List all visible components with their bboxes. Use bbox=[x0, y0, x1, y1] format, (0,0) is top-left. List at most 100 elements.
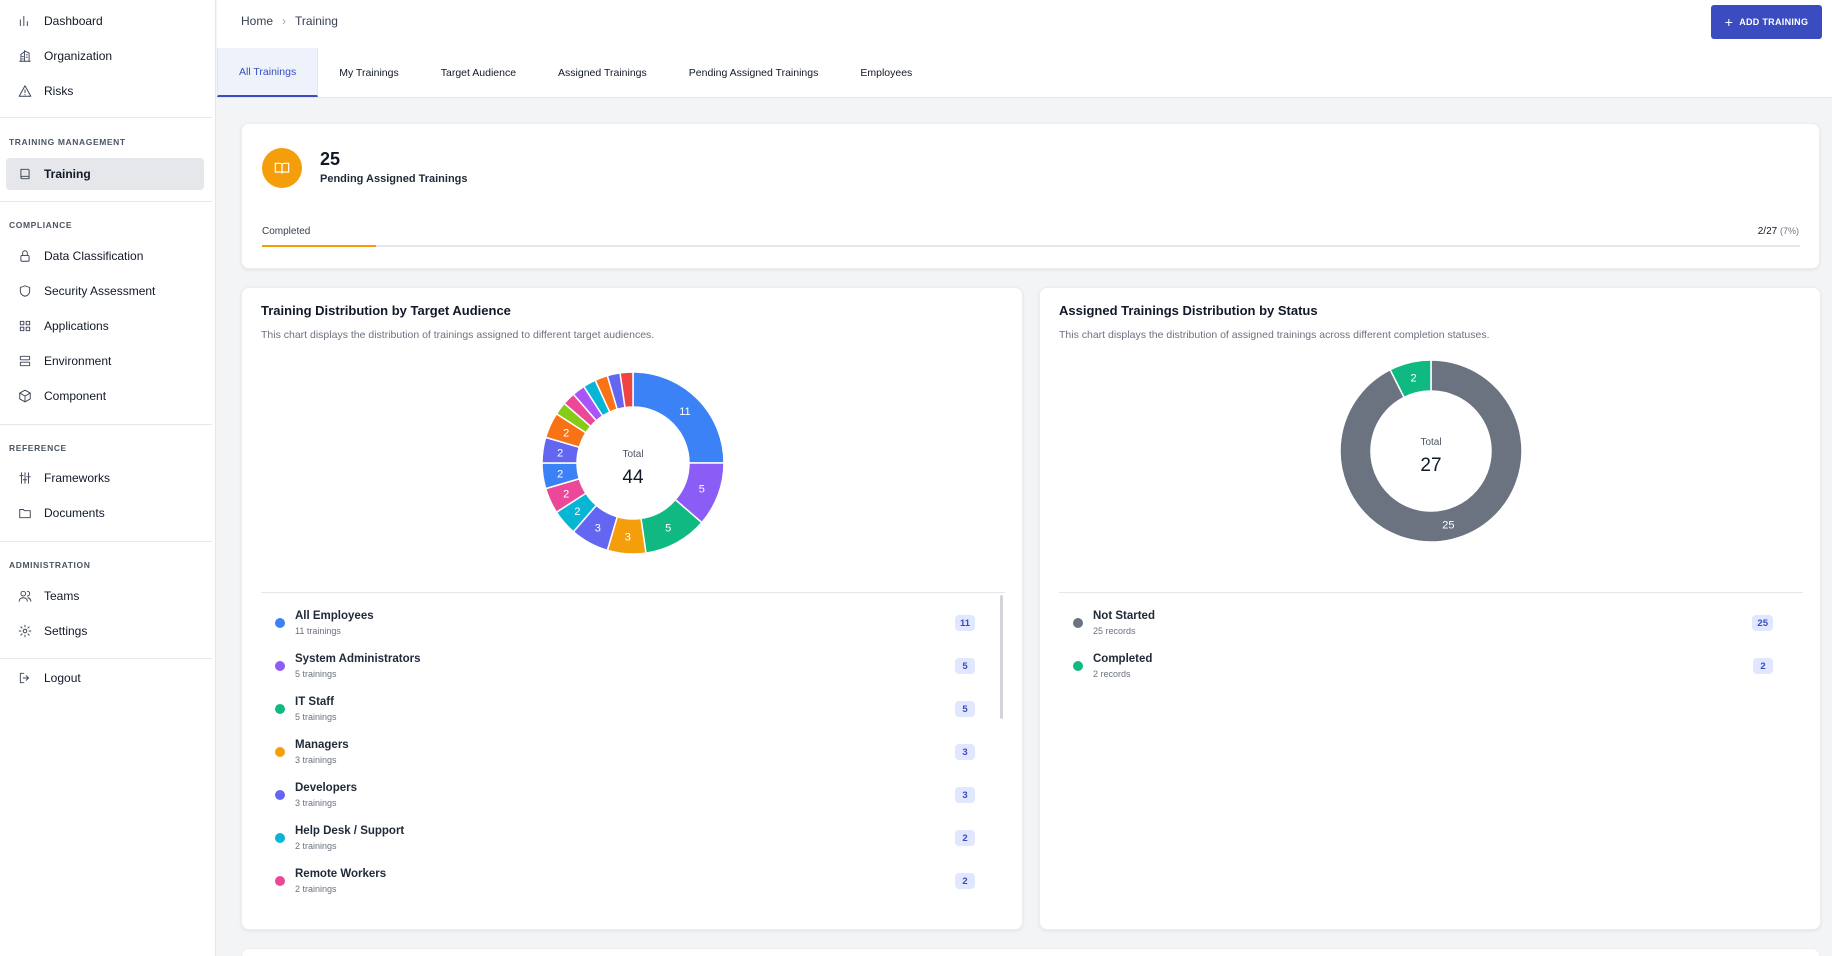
legend-dot-icon bbox=[275, 790, 285, 800]
server-icon bbox=[18, 354, 32, 368]
logout-button[interactable]: Logout bbox=[6, 662, 204, 694]
sidebar-item-organization[interactable]: Organization bbox=[6, 40, 204, 72]
chart-title: Assigned Trainings Distribution by Statu… bbox=[1059, 303, 1318, 318]
slice-value-label: 2 bbox=[574, 506, 580, 518]
sidebar-item-dashboard[interactable]: Dashboard bbox=[6, 5, 204, 37]
sidebar-item-settings[interactable]: Settings bbox=[6, 615, 204, 647]
legend-dot-icon bbox=[1073, 618, 1083, 628]
legend-item[interactable]: Remote Workers 2 trainings 2 bbox=[261, 851, 991, 894]
legend-count-text: 3 trainings bbox=[295, 798, 337, 808]
legend-dot-icon bbox=[275, 618, 285, 628]
legend-name: All Employees bbox=[295, 610, 374, 622]
legend-name: Help Desk / Support bbox=[295, 825, 405, 837]
chart-title: Training Distribution by Target Audience bbox=[261, 303, 511, 318]
sidebar-item-documents[interactable]: Documents bbox=[6, 497, 204, 529]
legend-count-badge: 5 bbox=[955, 701, 975, 717]
sidebar-item-label: Data Classification bbox=[44, 249, 144, 263]
lock-icon bbox=[18, 249, 32, 263]
sidebar-divider bbox=[0, 201, 212, 202]
sidebar-item-data-classification[interactable]: Data Classification bbox=[6, 240, 204, 272]
next-card bbox=[241, 948, 1820, 956]
legend-dot-icon bbox=[275, 661, 285, 671]
sidebar-divider bbox=[0, 424, 212, 425]
sidebar-item-teams[interactable]: Teams bbox=[6, 580, 204, 612]
sidebar-section-label: TRAINING MANAGEMENT bbox=[9, 137, 126, 147]
legend-item[interactable]: All Employees 11 trainings 11 bbox=[261, 593, 991, 636]
slice-value-label: 2 bbox=[563, 427, 569, 439]
legend-scrollbar[interactable] bbox=[1000, 595, 1003, 719]
legend-dot-icon bbox=[275, 747, 285, 757]
users-icon bbox=[18, 589, 32, 603]
sidebar-item-label: Organization bbox=[44, 49, 113, 63]
slice-value-label: 5 bbox=[699, 484, 705, 496]
warning-icon bbox=[18, 84, 32, 98]
legend-name: Not Started bbox=[1093, 610, 1155, 622]
sidebar-item-risks[interactable]: Risks bbox=[6, 75, 204, 107]
legend-name: Completed bbox=[1093, 653, 1153, 665]
sidebar-item-applications[interactable]: Applications bbox=[6, 310, 204, 342]
legend-count-badge: 3 bbox=[955, 744, 975, 760]
chart-subtitle: This chart displays the distribution of … bbox=[1059, 329, 1490, 341]
legend-count-text: 5 trainings bbox=[295, 669, 337, 679]
progress-track bbox=[262, 245, 1800, 247]
sliders-icon bbox=[18, 471, 32, 485]
slice-value-label: 5 bbox=[665, 523, 671, 535]
legend-item[interactable]: System Administrators 5 trainings 5 bbox=[261, 636, 991, 679]
legend-dot-icon bbox=[1073, 661, 1083, 671]
sidebar-section-label: COMPLIANCE bbox=[9, 220, 73, 230]
sidebar-item-label: Dashboard bbox=[44, 14, 103, 28]
folder-icon bbox=[18, 506, 32, 520]
progress-readout: 2/27 (7%) bbox=[1758, 226, 1799, 237]
legend-item[interactable]: Managers 3 trainings 3 bbox=[261, 722, 991, 765]
legend-count-badge: 2 bbox=[955, 873, 975, 889]
legend-count-text: 2 trainings bbox=[295, 884, 337, 894]
breadcrumb-home[interactable]: Home bbox=[241, 14, 274, 28]
progress-label: Completed bbox=[262, 226, 311, 237]
legend-dot-icon bbox=[275, 833, 285, 843]
legend-item[interactable]: Not Started 25 records 25 bbox=[1059, 593, 1789, 636]
tab-assigned-trainings[interactable]: Assigned Trainings bbox=[558, 66, 647, 79]
donut-center-value: 27 bbox=[1420, 455, 1441, 476]
sidebar-item-training[interactable]: Training bbox=[6, 158, 204, 190]
sidebar-item-frameworks[interactable]: Frameworks bbox=[6, 462, 204, 494]
donut-slice[interactable] bbox=[1339, 359, 1523, 543]
sidebar-divider bbox=[0, 658, 212, 659]
sidebar-divider bbox=[0, 541, 212, 542]
divider bbox=[261, 592, 1005, 593]
sidebar-item-label: Environment bbox=[44, 354, 112, 368]
add-training-button[interactable]: + ADD TRAINING bbox=[1711, 5, 1822, 39]
chevron-right-icon: › bbox=[282, 14, 287, 28]
chart-subtitle: This chart displays the distribution of … bbox=[261, 329, 655, 341]
legend-count-text: 25 records bbox=[1093, 626, 1136, 636]
book-icon bbox=[18, 167, 32, 181]
slice-value-label: 2 bbox=[563, 489, 569, 501]
donut-slice[interactable] bbox=[619, 371, 634, 409]
legend-item[interactable]: Developers 3 trainings 3 bbox=[261, 765, 991, 808]
progress-percent: (7%) bbox=[1779, 226, 1799, 236]
bar-chart-icon bbox=[18, 14, 32, 28]
tab-all-trainings[interactable]: All Trainings bbox=[217, 48, 319, 97]
legend-item[interactable]: Help Desk / Support 2 trainings 2 bbox=[261, 808, 991, 851]
legend-item[interactable]: IT Staff 5 trainings 5 bbox=[261, 679, 991, 722]
sidebar-item-security-assessment[interactable]: Security Assessment bbox=[6, 275, 204, 307]
sidebar-item-label: Settings bbox=[44, 624, 88, 638]
sidebar-item-component[interactable]: Component bbox=[6, 380, 204, 412]
pending-summary-card: 25 Pending Assigned Trainings Completed … bbox=[241, 123, 1820, 269]
tab-pending-assigned-trainings[interactable]: Pending Assigned Trainings bbox=[688, 66, 819, 79]
tab-employees[interactable]: Employees bbox=[860, 66, 913, 79]
pending-label: Pending Assigned Trainings bbox=[320, 173, 468, 185]
tab-bar: All Trainings My Trainings Target Audience… bbox=[217, 48, 933, 97]
sidebar-item-environment[interactable]: Environment bbox=[6, 345, 204, 377]
status-legend-list: Not Started 25 records 25 Completed 2 record… bbox=[1059, 593, 1803, 923]
sidebar-divider bbox=[0, 117, 212, 118]
sidebar-section-label: REFERENCE bbox=[9, 443, 67, 453]
legend-item[interactable]: Completed 2 records 2 bbox=[1059, 636, 1789, 679]
donut-slice[interactable] bbox=[1389, 359, 1432, 399]
sidebar-item-label: Risks bbox=[44, 84, 74, 98]
donut-center-label: Total bbox=[1420, 437, 1441, 448]
slice-value-label: 11 bbox=[679, 406, 690, 418]
divider bbox=[1059, 592, 1803, 593]
tab-target-audience[interactable]: Target Audience bbox=[440, 66, 517, 79]
sidebar-item-label: Applications bbox=[44, 319, 109, 333]
tab-my-trainings[interactable]: My Trainings bbox=[339, 66, 399, 79]
